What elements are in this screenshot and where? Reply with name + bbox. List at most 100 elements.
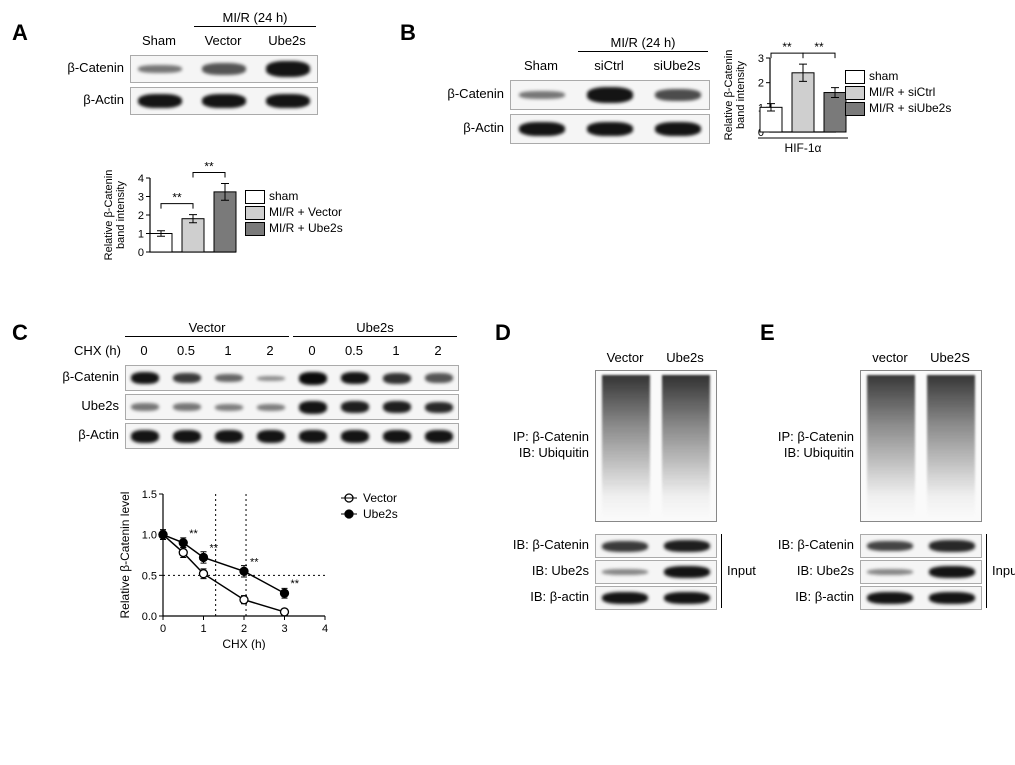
legend-item: sham [245,188,343,204]
svg-text:Ube2s: Ube2s [363,507,398,521]
band [383,430,412,443]
lane-label: Ube2S [920,350,980,365]
band [173,403,202,411]
svg-text:3: 3 [758,53,764,65]
lane-label: Vector [194,33,252,48]
svg-text:4: 4 [138,173,144,185]
lane-row-label: CHX (h) [55,343,121,358]
blot-row [860,560,982,584]
ip-label: IP: β-Catenin [765,429,854,444]
ip-smear [860,370,982,522]
lane-label: 1 [377,343,415,358]
band [341,430,370,443]
legend-label: sham [869,69,898,83]
band [425,402,454,413]
band [257,430,286,443]
group-label: Vector [125,320,289,335]
svg-text:**: ** [814,40,824,54]
legend-label: MI/R + Vector [269,205,342,219]
svg-text:4: 4 [322,623,328,635]
legend-label: MI/R + siCtrl [869,85,935,99]
legend-item: MI/R + Vector [245,204,343,220]
band [299,401,328,414]
lane-label: siCtrl [578,58,640,73]
svg-text:**: ** [172,191,182,205]
lane-label: Ube2s [258,33,316,48]
lane-label: siUbe2s [646,58,708,73]
lane-label: 2 [251,343,289,358]
svg-text:Vector: Vector [363,491,397,505]
lane-label: Sham [130,33,188,48]
svg-text:1.0: 1.0 [142,530,157,542]
svg-text:2: 2 [758,78,764,90]
svg-text:1.5: 1.5 [142,489,157,501]
blot-row [125,365,459,391]
data-point [179,539,187,547]
band [383,373,412,384]
input-label: Input [727,563,756,578]
input-label: Input [992,563,1015,578]
row-label: β-Catenin [60,60,124,75]
band [215,404,244,411]
band [299,372,328,385]
row-label: β-Actin [60,92,124,107]
panel-c-chart: 0.00.51.01.501234CHX (h)Relative β-Caten… [115,480,445,655]
svg-text:band intensity: band intensity [115,181,127,249]
data-point [200,570,208,578]
row-label: β-Catenin [440,86,504,101]
lane-label: Ube2s [655,350,715,365]
band [425,430,454,443]
svg-text:0.0: 0.0 [142,611,157,623]
legend: shamMI/R + VectorMI/R + Ube2s [245,188,343,236]
svg-text:3: 3 [138,192,144,204]
svg-text:1: 1 [138,229,144,241]
band [587,87,634,103]
group-label: Ube2s [293,320,457,335]
blot-row [130,87,318,115]
blot-row [130,55,318,83]
blot-row [510,80,710,110]
lane-label: 0.5 [335,343,373,358]
band [138,65,182,73]
band [257,404,286,411]
svg-text:band intensity: band intensity [735,61,747,129]
band [215,374,244,382]
legend-label: sham [269,189,298,203]
panel-b-chart: 0123Relative β-Cateninband intensity****… [720,30,990,175]
bar [824,93,846,132]
row-label: β-Catenin [55,369,119,384]
band [299,430,328,443]
blot-row [595,534,717,558]
row-label: β-Actin [55,427,119,442]
legend: sham MI/R + siCtrl MI/R + siUbe2s [845,68,951,116]
data-point [159,531,167,539]
panel-a-chart: 01234Relative β-Cateninband intensity***… [100,150,390,295]
legend-label: MI/R + siUbe2s [869,101,951,115]
svg-text:**: ** [189,528,198,540]
svg-text:3: 3 [281,623,287,635]
band [425,373,454,383]
svg-text:2: 2 [241,623,247,635]
figure: A MI/R (24 h)ShamVectorUbe2sβ-Cateninβ-A… [0,0,1015,765]
data-point [281,589,289,597]
blot-row [125,394,459,420]
band [173,373,202,383]
data-point [240,567,248,575]
band [215,430,244,443]
band [383,401,412,413]
group-label: MI/R (24 h) [578,35,708,50]
band [131,430,160,443]
lane-label: 0 [125,343,163,358]
band [519,91,566,99]
data-point [179,549,187,557]
row-label: β-Actin [440,120,504,135]
ip-smear [595,370,717,522]
svg-text:0.5: 0.5 [142,570,157,582]
panel-b-label: B [400,20,416,46]
legend-item: MI/R + siUbe2s [845,100,951,116]
bar [182,219,204,252]
panel-c-label: C [12,320,28,346]
svg-text:Relative β-Catenin: Relative β-Catenin [103,170,115,261]
svg-text:Relative β-Catenin: Relative β-Catenin [723,50,735,141]
band [655,89,702,101]
